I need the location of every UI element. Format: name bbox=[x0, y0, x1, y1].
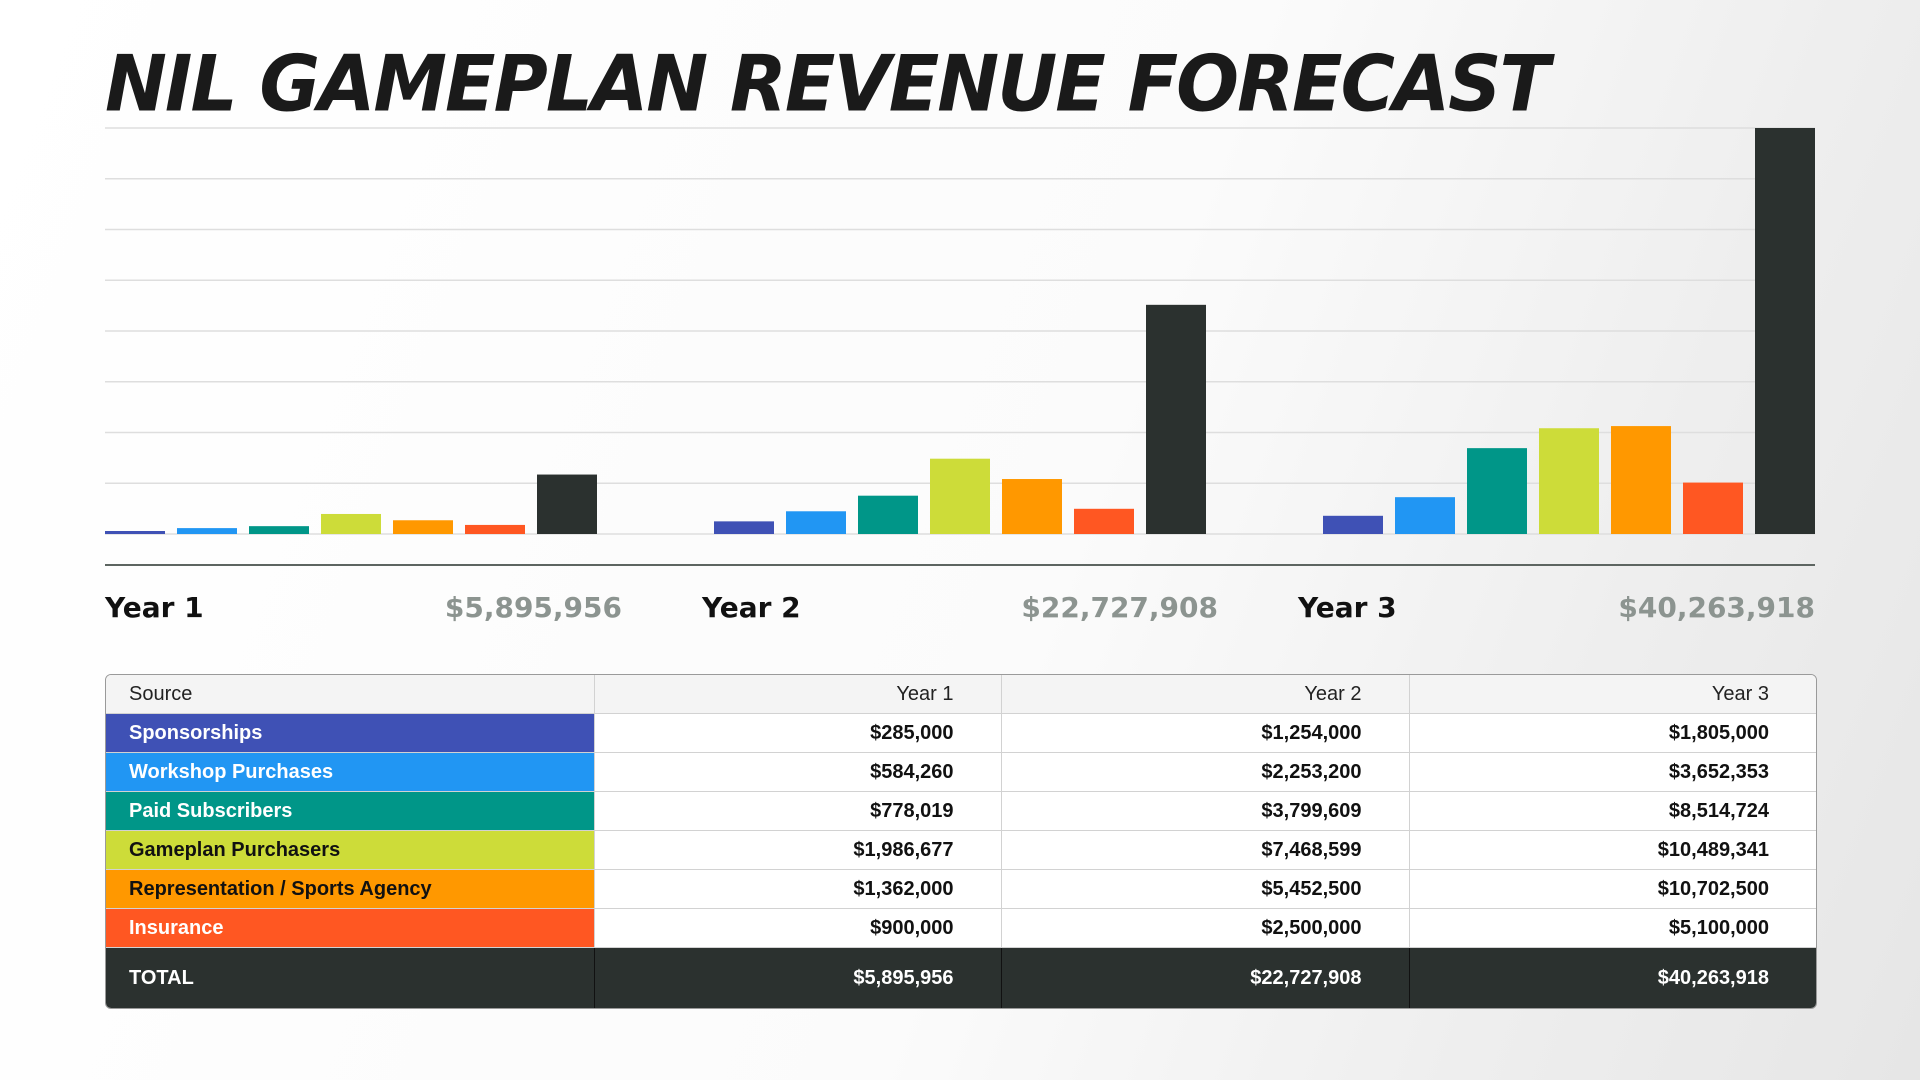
chart-gridlines bbox=[105, 127, 1815, 535]
row-value: $7,468,599 bbox=[1001, 830, 1410, 870]
total-value: $5,895,956 bbox=[594, 947, 1002, 1008]
row-source-label: Paid Subscribers bbox=[106, 791, 595, 831]
bar-representation-sports-agency-year-3 bbox=[1611, 426, 1671, 534]
bar-total-year-2 bbox=[1146, 304, 1206, 534]
bar-paid-subscribers-year-1 bbox=[249, 526, 309, 534]
table-row-workshop-purchases: Workshop Purchases $584,260 $2,253,200 $… bbox=[106, 752, 1816, 792]
table-row-representation: Representation / Sports Agency $1,362,00… bbox=[106, 869, 1816, 909]
bar-workshop-purchases-year-1 bbox=[177, 528, 237, 534]
bar-sponsorships-year-1 bbox=[105, 531, 165, 534]
table-row-gameplan-purchasers: Gameplan Purchasers $1,986,677 $7,468,59… bbox=[106, 830, 1816, 870]
row-value: $5,100,000 bbox=[1409, 908, 1816, 948]
bar-insurance-year-2 bbox=[1074, 508, 1134, 534]
bar-gameplan-purchasers-year-3 bbox=[1539, 428, 1599, 534]
row-source-label: Insurance bbox=[106, 908, 595, 948]
row-source-label: Workshop Purchases bbox=[106, 752, 595, 792]
year-2-label: Year 2 bbox=[702, 591, 801, 624]
revenue-bar-chart bbox=[105, 127, 1815, 566]
bar-representation-sports-agency-year-1 bbox=[393, 520, 453, 534]
bar-total-year-3 bbox=[1755, 128, 1815, 534]
row-value: $10,489,341 bbox=[1409, 830, 1816, 870]
bar-insurance-year-3 bbox=[1683, 482, 1743, 534]
row-value: $3,799,609 bbox=[1001, 791, 1410, 831]
bar-insurance-year-1 bbox=[465, 524, 525, 534]
year-3-label: Year 3 bbox=[1298, 591, 1397, 624]
table-header-row: Source Year 1 Year 2 Year 3 bbox=[106, 675, 1816, 714]
bar-gameplan-purchasers-year-1 bbox=[321, 513, 381, 534]
year-1-label: Year 1 bbox=[105, 591, 204, 624]
year-1-total: $5,895,956 bbox=[444, 591, 622, 624]
bar-total-year-1 bbox=[537, 474, 597, 534]
table-row-insurance: Insurance $900,000 $2,500,000 $5,100,000 bbox=[106, 908, 1816, 948]
table-row-sponsorships: Sponsorships $285,000 $1,254,000 $1,805,… bbox=[106, 713, 1816, 753]
table-total-row: TOTAL $5,895,956 $22,727,908 $40,263,918 bbox=[106, 947, 1816, 1008]
total-value: $40,263,918 bbox=[1409, 947, 1816, 1008]
total-value: $22,727,908 bbox=[1001, 947, 1410, 1008]
bar-gameplan-purchasers-year-2 bbox=[930, 458, 990, 534]
header-year-2: Year 2 bbox=[1001, 675, 1410, 714]
row-value: $778,019 bbox=[594, 791, 1002, 831]
row-source-label: Sponsorships bbox=[106, 713, 595, 753]
row-value: $1,986,677 bbox=[594, 830, 1002, 870]
row-source-label: Gameplan Purchasers bbox=[106, 830, 595, 870]
row-value: $2,500,000 bbox=[1001, 908, 1410, 948]
row-value: $3,652,353 bbox=[1409, 752, 1816, 792]
table-row-paid-subscribers: Paid Subscribers $778,019 $3,799,609 $8,… bbox=[106, 791, 1816, 831]
row-source-label: Representation / Sports Agency bbox=[106, 869, 595, 909]
bar-workshop-purchases-year-3 bbox=[1395, 497, 1455, 534]
page-title: NIL GAMEPLAN REVENUE FORECAST bbox=[105, 38, 1550, 130]
header-source: Source bbox=[106, 675, 595, 714]
row-value: $1,362,000 bbox=[594, 869, 1002, 909]
bar-paid-subscribers-year-2 bbox=[858, 495, 918, 534]
year-2-total: $22,727,908 bbox=[1021, 591, 1218, 624]
row-value: $5,452,500 bbox=[1001, 869, 1410, 909]
chart-bars bbox=[105, 128, 1815, 534]
revenue-table: Source Year 1 Year 2 Year 3 Sponsorships… bbox=[105, 674, 1817, 1009]
bar-sponsorships-year-3 bbox=[1323, 515, 1383, 534]
header-year-1: Year 1 bbox=[594, 675, 1002, 714]
row-value: $8,514,724 bbox=[1409, 791, 1816, 831]
bar-workshop-purchases-year-2 bbox=[786, 511, 846, 534]
row-value: $1,254,000 bbox=[1001, 713, 1410, 753]
row-value: $10,702,500 bbox=[1409, 869, 1816, 909]
header-year-3: Year 3 bbox=[1409, 675, 1816, 714]
row-value: $285,000 bbox=[594, 713, 1002, 753]
bar-sponsorships-year-2 bbox=[714, 521, 774, 534]
total-label: TOTAL bbox=[106, 947, 595, 1008]
year-3-total: $40,263,918 bbox=[1618, 591, 1815, 624]
bar-representation-sports-agency-year-2 bbox=[1002, 479, 1062, 534]
row-value: $584,260 bbox=[594, 752, 1002, 792]
row-value: $900,000 bbox=[594, 908, 1002, 948]
row-value: $1,805,000 bbox=[1409, 713, 1816, 753]
bar-paid-subscribers-year-3 bbox=[1467, 448, 1527, 534]
row-value: $2,253,200 bbox=[1001, 752, 1410, 792]
